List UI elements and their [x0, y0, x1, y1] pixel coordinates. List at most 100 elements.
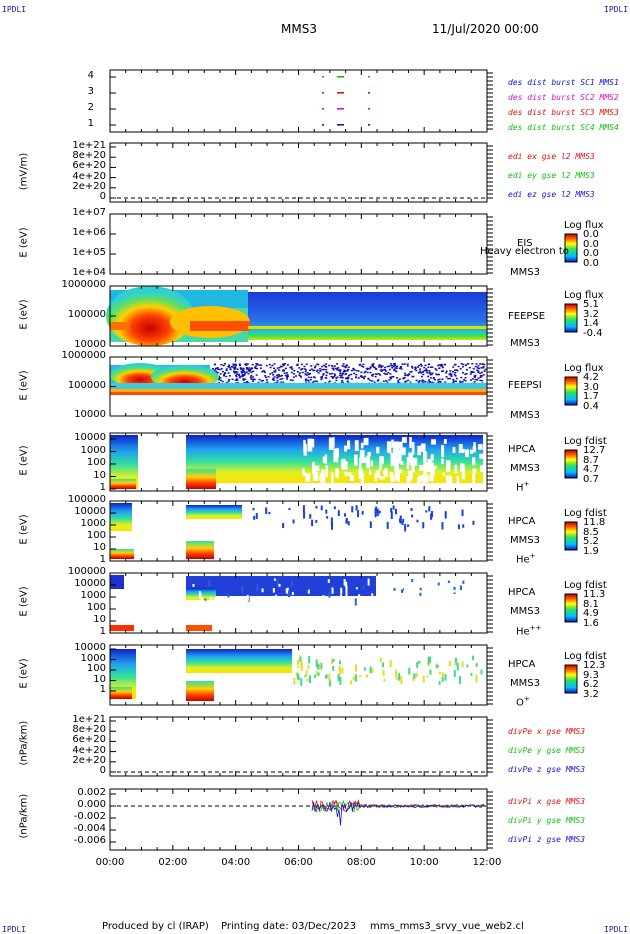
- spectrogram-pixel: [399, 515, 402, 524]
- spectrogram-pixel: [390, 507, 393, 513]
- colorbar-tick-label: 11.3: [583, 589, 606, 600]
- spectrogram-pixel: [402, 377, 405, 380]
- corner-label-top-left: IPDLI: [2, 5, 27, 14]
- spectrogram-pixel: [396, 381, 399, 384]
- spectrogram-pixel: [213, 369, 216, 371]
- spectrogram-pixel: [465, 372, 468, 375]
- y-axis-label: E (eV): [18, 658, 30, 689]
- spectrogram-pixel: [425, 369, 428, 372]
- spectrogram-pixel: [389, 363, 392, 365]
- spectrogram-pixel: [234, 364, 237, 367]
- spectrogram-pixel: [269, 366, 272, 369]
- spectrogram-pixel: [320, 378, 323, 381]
- spectrogram-pixel: [472, 457, 476, 466]
- spectrogram-pixel: [438, 378, 441, 381]
- spectrogram-pixel: [455, 369, 458, 371]
- spectrogram-pixel: [477, 365, 480, 367]
- colorbar-tick-label: 4.7: [583, 464, 599, 475]
- y-tick-label: 100000: [67, 566, 106, 577]
- spectrogram-pixel: [236, 379, 239, 382]
- spectrogram-pixel: [422, 373, 425, 376]
- spectrogram-pixel: [340, 376, 343, 378]
- spectrogram-pixel: [359, 449, 365, 459]
- spectrogram-pixel: [425, 368, 428, 370]
- spectrogram-pixel: [289, 366, 292, 369]
- spectrogram-pixel: [402, 518, 405, 523]
- spectrogram-pixel: [363, 667, 366, 671]
- spectrogram-pixel: [380, 366, 383, 369]
- spectrogram-pixel: [265, 507, 268, 515]
- spectrogram-pixel: [330, 658, 333, 665]
- spectrogram-pixel: [480, 371, 483, 374]
- spectrogram-pixel: [307, 438, 313, 452]
- spectrogram-pixel: [330, 375, 333, 378]
- spectrogram-pixel: [335, 468, 339, 478]
- spectrogram-pixel: [245, 364, 248, 367]
- spectrogram-pixel: [482, 374, 485, 376]
- spectrogram-pixel: [224, 372, 227, 374]
- spectrogram-pixel: [314, 471, 319, 481]
- colorbar-tick-label: 3.0: [583, 381, 599, 393]
- spectrogram-pixel: [251, 363, 254, 366]
- spectrogram-pixel: [406, 457, 410, 470]
- spectrogram-pixel: [374, 375, 377, 378]
- y-tick-label: 100000: [67, 494, 106, 505]
- spectrogram-pixel: [308, 656, 311, 664]
- spectrogram-pixel: [339, 369, 342, 371]
- spectrogram-pixel: [331, 367, 334, 370]
- spectrogram-pixel: [420, 578, 423, 581]
- spectrogram-pixel: [225, 381, 228, 384]
- spectrogram-pixel: [458, 443, 463, 454]
- spectrogram-pixel: [374, 373, 377, 375]
- y-tick-label: 100: [86, 602, 106, 613]
- spectrogram-pixel: [234, 367, 237, 369]
- spectrogram-pixel: [244, 381, 247, 384]
- spectrogram-pixel: [386, 365, 389, 368]
- spectrogram-pixel: [412, 457, 418, 466]
- spectrogram-pixel: [368, 367, 371, 370]
- spectrogram-pixel: [396, 365, 399, 367]
- spectrogram-pixel: [438, 680, 441, 685]
- colorbar-tick-label: 0.7: [583, 473, 599, 485]
- spectrogram-pixel: [325, 509, 328, 514]
- y-axis-label: E (eV): [18, 369, 30, 401]
- spectrogram-pixel: [267, 376, 270, 378]
- spectrogram-pixel: [340, 587, 343, 595]
- spectrogram-hot-region: [106, 286, 194, 346]
- spectrogram-pixel: [343, 369, 346, 372]
- spectrogram-pixel: [333, 374, 336, 376]
- spectrogram-band: [110, 392, 487, 395]
- spectrogram-pixel: [341, 380, 344, 382]
- spectrogram-pixel: [476, 369, 479, 371]
- spectrogram-pixel: [479, 465, 485, 472]
- spectrogram-pixel: [255, 512, 258, 519]
- colorbar: [564, 593, 578, 623]
- spectrogram-band: [110, 383, 487, 389]
- colorbar-tick-label: 0.0: [583, 248, 599, 259]
- spectrogram-pixel: [475, 663, 478, 667]
- colorbar-tick-label: 1.7: [583, 391, 599, 402]
- spectrogram-pixel: [241, 596, 244, 602]
- spectrogram-pixel: [210, 596, 213, 604]
- spectrogram-pixel: [389, 373, 392, 375]
- spectrogram-pixel: [418, 379, 421, 382]
- spectrogram-pixel: [322, 456, 327, 463]
- spectrogram-pixel: [407, 373, 410, 375]
- spectrogram-pixel: [466, 664, 469, 668]
- spectrogram-pixel: [297, 659, 300, 665]
- colorbar-tick-label: 8.5: [583, 526, 599, 538]
- spectrogram-pixel: [353, 368, 356, 371]
- spectrogram-pixel: [342, 371, 345, 373]
- colorbar: [564, 664, 578, 694]
- colorbar-title: Log fdist: [564, 508, 607, 519]
- spectrogram-pixel: [320, 469, 325, 474]
- spectrogram-pixel: [276, 367, 279, 369]
- spectrogram-pixel: [426, 371, 429, 374]
- spectrogram-pixel: [338, 667, 341, 675]
- spectrogram-pixel: [249, 368, 252, 370]
- spectrogram-pixel: [380, 370, 383, 372]
- spectrogram-pixel: [422, 522, 425, 529]
- legend-entry: edi ey gse l2 MMS3: [508, 171, 595, 180]
- spectrogram-pixel: [453, 669, 456, 677]
- spectrogram-pixel: [391, 441, 394, 448]
